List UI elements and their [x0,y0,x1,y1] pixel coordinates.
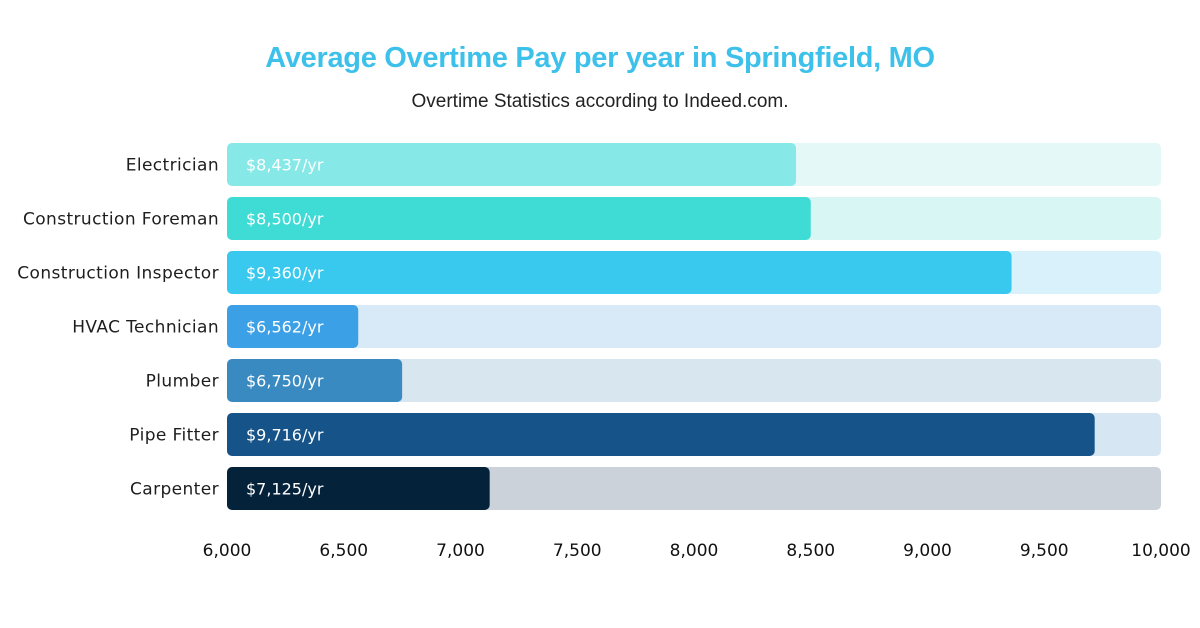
bar-construction-inspector [227,251,1012,294]
bar-hvac-technician [227,305,359,348]
x-tick-label: 7,500 [553,541,602,561]
data-label: $6,750/yr [246,372,324,391]
category-label: Electrician [126,156,219,176]
category-label: Carpenter [130,480,219,500]
bar-row-plumber: Plumber $6,750/yr [146,359,1161,402]
data-label: $6,562/yr [246,318,324,337]
bar-electrician [227,143,797,186]
bar-carpenter [227,467,490,510]
chart-title: Average Overtime Pay per year in Springf… [265,42,935,74]
data-label: $8,500/yr [246,210,324,229]
data-label: $9,360/yr [246,264,324,283]
bar-row-carpenter: Carpenter $7,125/yr [130,467,1161,510]
x-tick-label: 10,000 [1131,541,1190,561]
x-tick-label: 6,000 [203,541,252,561]
x-axis: 6,000 6,500 7,000 7,500 8,000 8,500 9,000 9,500… [203,541,1191,561]
category-label: Pipe Fitter [129,426,219,446]
x-tick-label: 8,000 [670,541,719,561]
bar-row-hvac-technician: HVAC Technician $6,562/yr [72,305,1161,348]
bar-row-pipe-fitter: Pipe Fitter $9,716/yr [129,413,1161,456]
bar-row-construction-inspector: Construction Inspector $9,360/yr [17,251,1161,294]
bar-construction-foreman [227,197,811,240]
bar-row-electrician: Electrician $8,437/yr [126,143,1161,186]
bar-track [227,359,1161,402]
bar-pipe-fitter [227,413,1095,456]
category-label: HVAC Technician [72,318,219,338]
bar-row-construction-foreman: Construction Foreman $8,500/yr [23,197,1161,240]
bar-plumber [227,359,403,402]
chart-subtitle: Overtime Statistics according to Indeed.… [411,91,789,112]
category-label: Plumber [146,372,219,392]
category-label: Construction Inspector [17,264,219,284]
bar-track [227,305,1161,348]
x-tick-label: 9,500 [1020,541,1069,561]
x-tick-label: 8,500 [786,541,835,561]
data-label: $9,716/yr [246,426,324,445]
x-tick-label: 9,000 [903,541,952,561]
x-tick-label: 7,000 [436,541,485,561]
data-label: $7,125/yr [246,480,324,499]
category-label: Construction Foreman [23,210,219,230]
data-label: $8,437/yr [246,156,324,175]
x-tick-label: 6,500 [319,541,368,561]
